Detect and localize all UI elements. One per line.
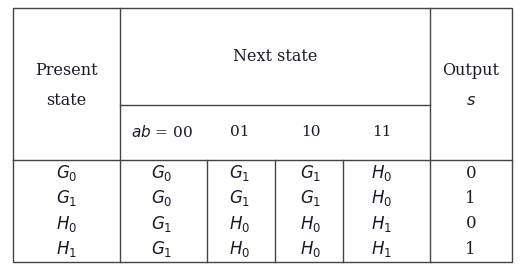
- Text: $H_{0}$: $H_{0}$: [371, 188, 392, 208]
- Text: $H_{0}$: $H_{0}$: [56, 214, 77, 234]
- Text: Present: Present: [35, 62, 98, 79]
- Text: $G_{1}$: $G_{1}$: [300, 163, 321, 183]
- Text: $H_{1}$: $H_{1}$: [56, 239, 77, 259]
- Text: $G_{1}$: $G_{1}$: [229, 163, 250, 183]
- Text: $G_{1}$: $G_{1}$: [56, 188, 77, 208]
- Text: Next state: Next state: [233, 48, 317, 65]
- Text: $G_{0}$: $G_{0}$: [151, 163, 173, 183]
- Text: $G_{0}$: $G_{0}$: [56, 163, 78, 183]
- Text: $ab$ = 00: $ab$ = 00: [131, 124, 193, 140]
- Text: $H_{0}$: $H_{0}$: [229, 239, 250, 259]
- Text: $H_{1}$: $H_{1}$: [371, 214, 392, 234]
- Text: Output: Output: [442, 62, 499, 79]
- Text: 01: 01: [229, 126, 249, 140]
- Text: $G_{1}$: $G_{1}$: [229, 188, 250, 208]
- Text: 11: 11: [372, 126, 392, 140]
- Text: 0: 0: [466, 215, 476, 232]
- Text: $G_{0}$: $G_{0}$: [151, 188, 173, 208]
- Text: 0: 0: [466, 165, 476, 181]
- Text: $G_{1}$: $G_{1}$: [300, 188, 321, 208]
- Text: 1: 1: [466, 190, 476, 207]
- Text: $G_{1}$: $G_{1}$: [152, 239, 173, 259]
- Text: $G_{1}$: $G_{1}$: [152, 214, 173, 234]
- Text: $H_{0}$: $H_{0}$: [371, 163, 392, 183]
- Text: 1: 1: [466, 241, 476, 258]
- Text: $s$: $s$: [466, 92, 476, 109]
- Text: state: state: [47, 92, 87, 109]
- Text: $H_{1}$: $H_{1}$: [371, 239, 392, 259]
- Text: $H_{0}$: $H_{0}$: [229, 214, 250, 234]
- Text: 10: 10: [301, 126, 320, 140]
- Text: $H_{0}$: $H_{0}$: [300, 214, 321, 234]
- Text: $H_{0}$: $H_{0}$: [300, 239, 321, 259]
